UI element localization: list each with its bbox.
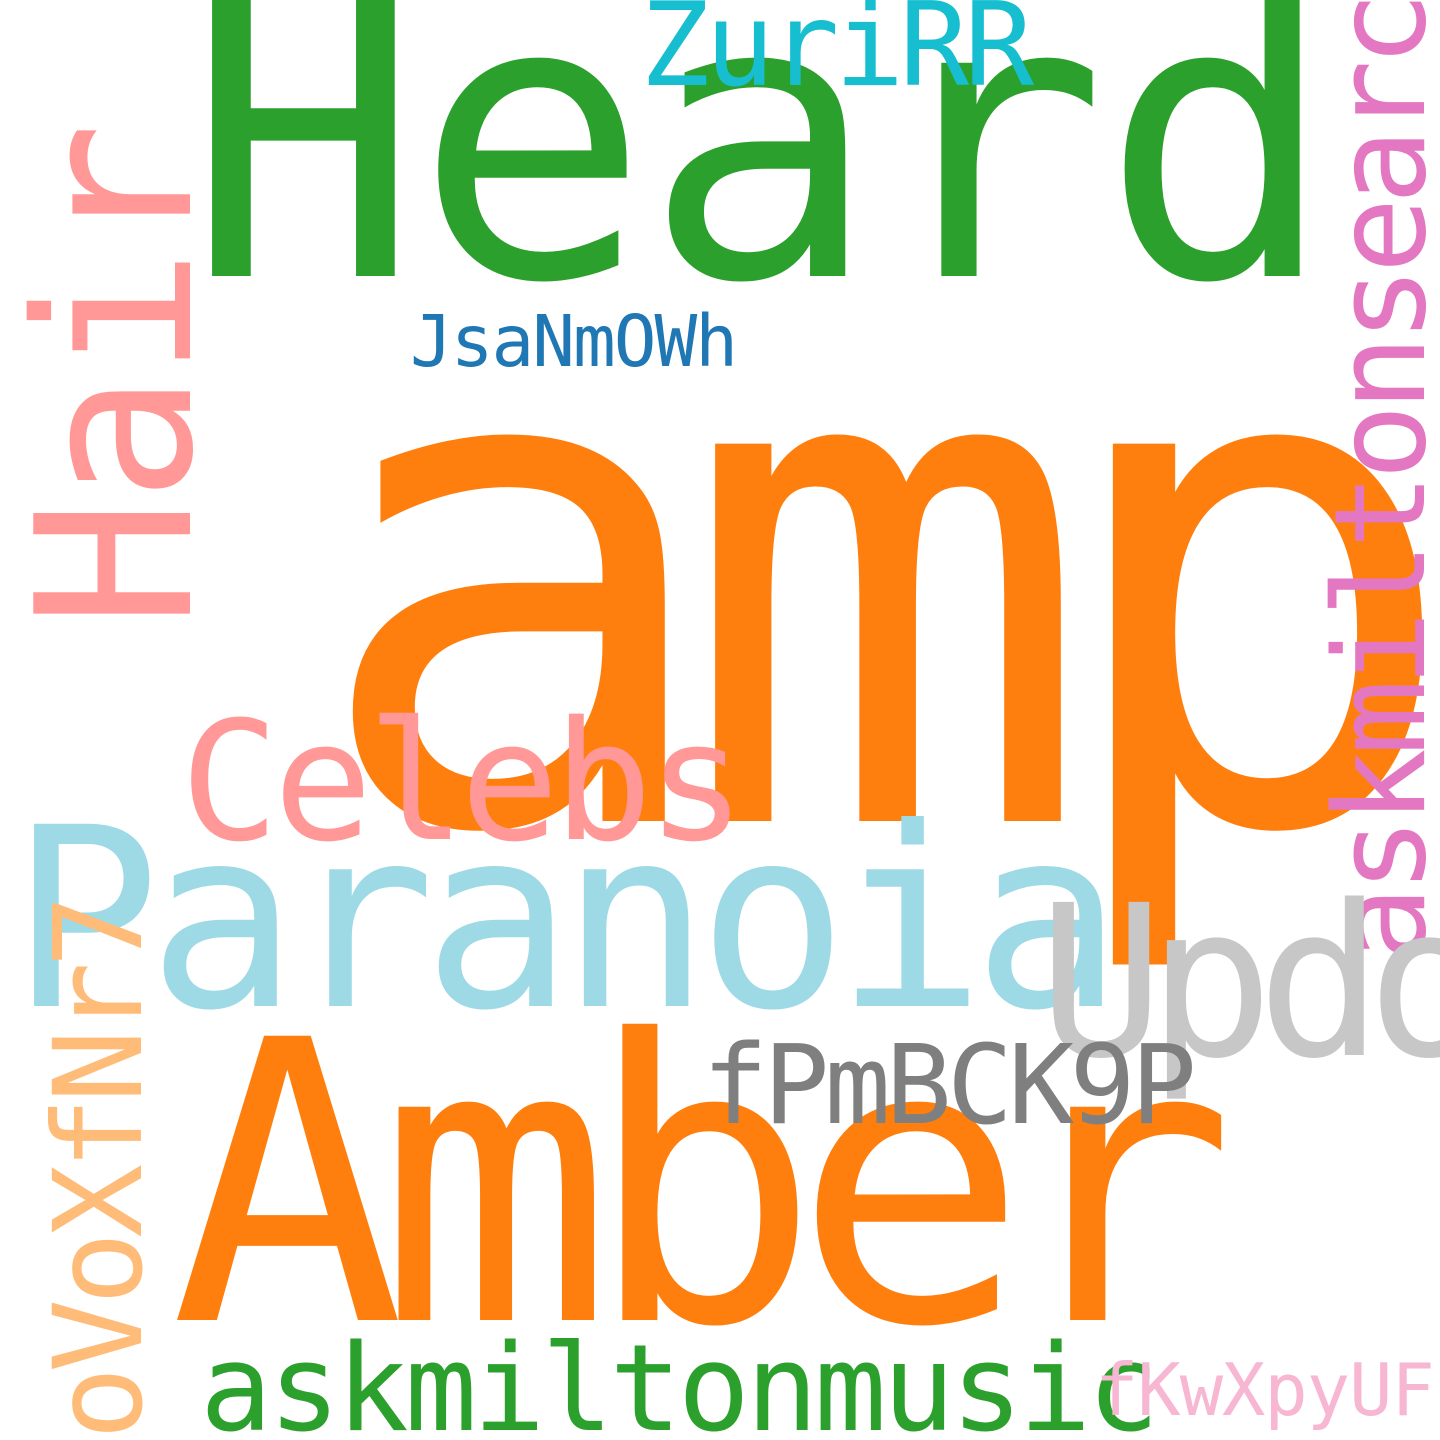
word-heard: Heard [186,0,1336,368]
word-fkwxpyuf: fKwXpyUF [1095,1348,1435,1432]
word-amber: Amber [170,958,1236,1412]
word-jsanmowh: JsaNmOWh [410,300,738,383]
word-celebs: Celebs [180,686,746,878]
word-updo: Updo [1038,860,1440,1105]
word-fpmbck9p: fPmBCK9P [702,1021,1197,1149]
word-askmiltonsearch: askmiltonsearch [1307,0,1440,962]
word-paranoia: Paranoia [10,774,1123,1065]
word-ovoxfnr7: oVoXfNr7 [28,900,170,1440]
word-hair: Hair [0,126,241,628]
word-askmiltonmusic: askmiltonmusic [200,1320,1159,1440]
word-amp: amp [308,181,1440,984]
word-zurirr: ZuriRR [640,0,1034,113]
